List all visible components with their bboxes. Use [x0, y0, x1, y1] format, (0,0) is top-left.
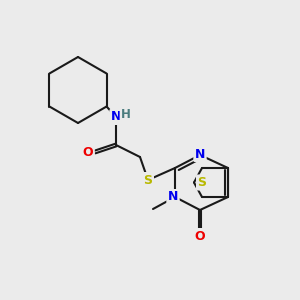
Text: S: S — [197, 176, 206, 189]
Text: O: O — [195, 230, 205, 242]
Text: N: N — [195, 148, 205, 160]
Text: N: N — [111, 110, 121, 124]
Text: H: H — [121, 109, 131, 122]
Text: N: N — [168, 190, 178, 203]
Text: S: S — [143, 173, 152, 187]
Text: O: O — [83, 146, 93, 158]
